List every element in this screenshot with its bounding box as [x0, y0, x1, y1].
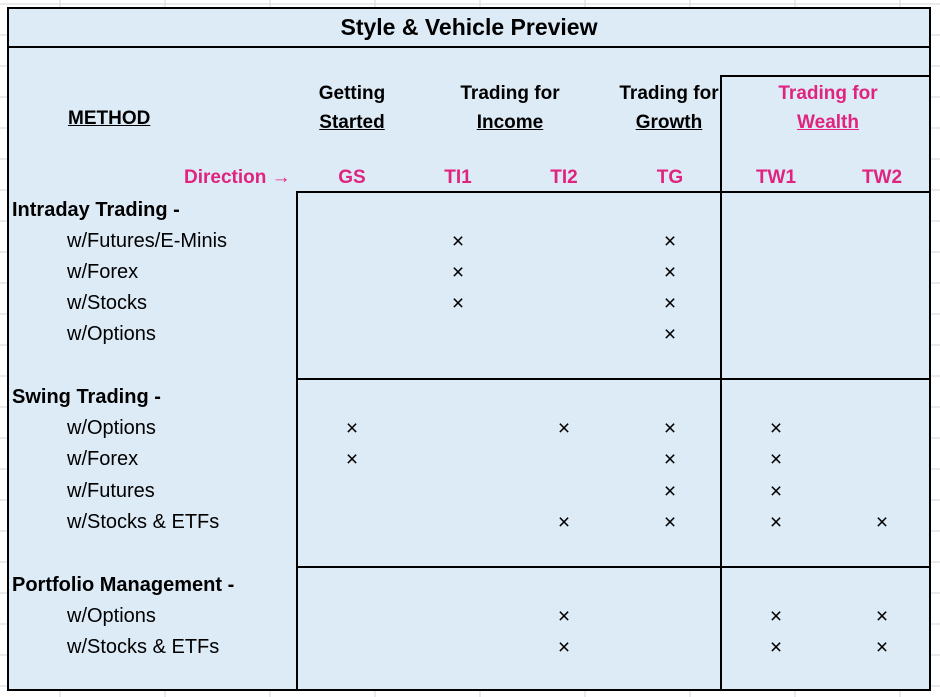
check-mark-tg: × — [663, 448, 677, 471]
row-label: w/Forex — [67, 261, 139, 283]
check-mark-tg: × — [663, 511, 677, 534]
row-label: w/Stocks & ETFs — [67, 636, 220, 658]
group-header-line1: Trading for — [619, 83, 719, 104]
row-label: w/Options — [67, 417, 156, 439]
check-mark-tg: × — [663, 417, 677, 440]
check-mark-ti2: × — [557, 636, 571, 659]
wealth-box-left-border — [720, 75, 722, 691]
column-code-ti1: TI1 — [444, 167, 472, 188]
column-code-tg: TG — [656, 167, 684, 188]
check-mark-ti1: × — [451, 230, 465, 253]
group-header-line1: Trading for — [778, 83, 878, 104]
check-mark-tw1: × — [769, 605, 783, 628]
section-title-swing: Swing Trading - — [12, 386, 161, 408]
row-label: w/Options — [67, 605, 156, 627]
section-divider-portfolio — [296, 566, 931, 568]
column-code-tw2: TW2 — [861, 167, 903, 188]
section-title-intraday: Intraday Trading - — [12, 199, 180, 221]
row-label: w/Stocks & ETFs — [67, 511, 220, 533]
group-header-trading-income: Trading for Income — [440, 79, 580, 137]
group-header-trading-growth: Trading for Growth — [609, 79, 729, 137]
check-mark-tw1: × — [769, 636, 783, 659]
check-mark-tw2: × — [875, 636, 889, 659]
section-divider-intraday — [296, 191, 931, 193]
row-label: w/Futures/E-Minis — [67, 230, 228, 252]
group-header-line2: Income — [476, 112, 544, 133]
page-title: Style & Vehicle Preview — [9, 9, 929, 48]
check-mark-ti2: × — [557, 605, 571, 628]
check-mark-ti2: × — [557, 511, 571, 534]
column-code-ti2: TI2 — [550, 167, 578, 188]
check-mark-tw2: × — [875, 605, 889, 628]
group-header-getting-started: Getting Started — [292, 79, 412, 137]
group-header-line2: Growth — [635, 112, 703, 133]
direction-label: Direction → — [184, 167, 291, 188]
check-mark-tw1: × — [769, 417, 783, 440]
check-mark-ti1: × — [451, 261, 465, 284]
check-mark-tg: × — [663, 230, 677, 253]
row-label: w/Forex — [67, 448, 139, 470]
group-header-line1: Trading for — [460, 83, 560, 104]
group-header-line2: Started — [319, 112, 385, 133]
check-mark-tg: × — [663, 323, 677, 346]
check-mark-ti1: × — [451, 292, 465, 315]
check-mark-tg: × — [663, 292, 677, 315]
check-mark-ti2: × — [557, 417, 571, 440]
row-label: w/Futures — [67, 480, 155, 502]
group-header-trading-wealth: Trading for Wealth — [753, 79, 903, 137]
check-mark-tg: × — [663, 261, 677, 284]
check-mark-tg: × — [663, 480, 677, 503]
group-header-line1: Getting — [318, 83, 386, 104]
check-mark-tw1: × — [769, 448, 783, 471]
grid-left-border — [296, 191, 298, 691]
group-header-line2: Wealth — [797, 112, 859, 133]
section-title-portfolio: Portfolio Management - — [12, 574, 235, 596]
check-mark-gs: × — [345, 417, 359, 440]
section-divider-swing — [296, 378, 931, 380]
method-header: METHOD — [68, 108, 151, 129]
row-label: w/Stocks — [67, 292, 148, 314]
row-label: w/Options — [67, 323, 156, 345]
check-mark-tw2: × — [875, 511, 889, 534]
column-code-gs: GS — [338, 167, 366, 188]
wealth-box-top-border — [720, 75, 931, 77]
preview-panel: Style & Vehicle Preview METHOD Getting S… — [7, 7, 931, 691]
check-mark-tw1: × — [769, 511, 783, 534]
check-mark-gs: × — [345, 448, 359, 471]
column-code-tw1: TW1 — [755, 167, 797, 188]
check-mark-tw1: × — [769, 480, 783, 503]
